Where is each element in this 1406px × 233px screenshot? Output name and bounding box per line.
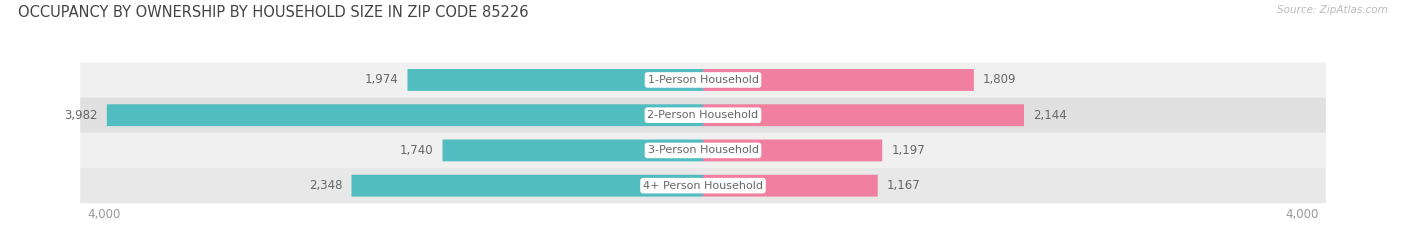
Text: 1,740: 1,740 <box>399 144 433 157</box>
FancyBboxPatch shape <box>107 104 703 126</box>
Text: 1,167: 1,167 <box>887 179 921 192</box>
FancyBboxPatch shape <box>80 168 1326 203</box>
FancyBboxPatch shape <box>703 140 882 161</box>
FancyBboxPatch shape <box>703 104 1024 126</box>
Text: Source: ZipAtlas.com: Source: ZipAtlas.com <box>1277 5 1388 15</box>
Text: 2,348: 2,348 <box>309 179 343 192</box>
FancyBboxPatch shape <box>443 140 703 161</box>
Text: 1,197: 1,197 <box>891 144 925 157</box>
FancyBboxPatch shape <box>408 69 703 91</box>
Text: 1,974: 1,974 <box>364 73 398 86</box>
Text: 2,144: 2,144 <box>1033 109 1067 122</box>
FancyBboxPatch shape <box>80 62 1326 98</box>
Text: 2-Person Household: 2-Person Household <box>647 110 759 120</box>
FancyBboxPatch shape <box>703 69 974 91</box>
Text: OCCUPANCY BY OWNERSHIP BY HOUSEHOLD SIZE IN ZIP CODE 85226: OCCUPANCY BY OWNERSHIP BY HOUSEHOLD SIZE… <box>18 5 529 20</box>
Text: 1,809: 1,809 <box>983 73 1017 86</box>
FancyBboxPatch shape <box>80 133 1326 168</box>
Text: 4+ Person Household: 4+ Person Household <box>643 181 763 191</box>
Text: 3,982: 3,982 <box>65 109 98 122</box>
FancyBboxPatch shape <box>80 98 1326 133</box>
FancyBboxPatch shape <box>703 175 877 197</box>
Text: 1-Person Household: 1-Person Household <box>648 75 758 85</box>
Text: 3-Person Household: 3-Person Household <box>648 145 758 155</box>
FancyBboxPatch shape <box>352 175 703 197</box>
